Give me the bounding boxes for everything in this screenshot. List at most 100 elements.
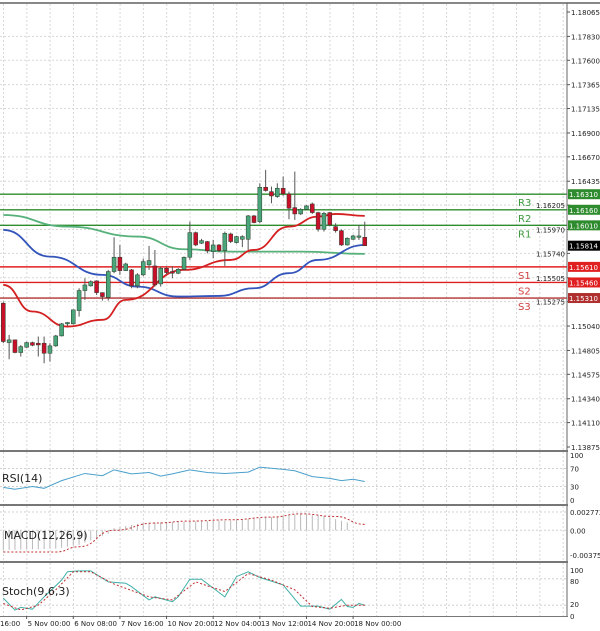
candle-bear (193, 232, 198, 246)
price-tick-label: 1.13875 (571, 444, 600, 452)
candle-bear (12, 339, 18, 353)
candle-bull (18, 346, 24, 353)
price-axis: 1.18065 1.17830 1.17600 1.17365 1.17135 1.169… (0, 9, 600, 628)
candle-bear (269, 191, 274, 197)
level-name-s2: S2 (518, 286, 531, 297)
candle-bear (286, 193, 292, 209)
stoch-tick-label: 20 (570, 601, 579, 609)
panel-separator (0, 504, 568, 506)
price-tick-label: 1.15040 (571, 323, 600, 331)
candle-bull (245, 215, 251, 240)
level-price-tag (568, 277, 600, 288)
candle-bull (123, 263, 128, 271)
candle-bull (88, 281, 93, 287)
rsi-tick-label: 70 (570, 466, 579, 474)
time-tick-label: 16:00 (0, 620, 20, 628)
candle-bear (36, 342, 41, 346)
candle-bull (6, 339, 12, 343)
candles (1, 169, 368, 364)
level-price-label: 1.15610 (569, 264, 598, 272)
candle-bull (65, 322, 70, 325)
candle-bull (59, 323, 64, 337)
candle-bear (292, 207, 298, 215)
candle-bear (280, 188, 286, 195)
candle-bull (350, 235, 356, 240)
price-tick-label: 1.16205 (536, 202, 565, 210)
time-tick-label: 5 Nov 00:00 (28, 620, 71, 628)
time-tick-label: 13 Nov 12:00 (261, 620, 308, 628)
price-tick-label: 1.14575 (571, 371, 600, 379)
stoch-tick-label: 0 (570, 613, 574, 621)
price-tick-label: 1.16435 (571, 178, 600, 186)
macd-tick-label: 0.00 (570, 527, 586, 535)
candle-bull (53, 335, 59, 347)
candle-bull (321, 213, 327, 230)
price-tick-label: 1.17600 (571, 57, 600, 65)
level-price-label: 1.15460 (569, 279, 598, 287)
rsi-line (3, 466, 365, 490)
candle-bull (199, 240, 204, 244)
grid (0, 4, 567, 616)
candle-bear (170, 271, 175, 274)
candle-bull (76, 290, 82, 311)
price-tick-label: 1.15970 (536, 227, 565, 235)
level-price-tag (568, 220, 600, 231)
candle-bull (298, 209, 303, 215)
candle-bull (111, 256, 117, 272)
level-price-tag (568, 261, 600, 272)
candle-bear (164, 267, 169, 273)
stoch-tick-label: 80 (570, 578, 579, 586)
stoch-main-line (2, 570, 365, 611)
panel-frames (0, 2, 600, 617)
candle-bear (228, 233, 233, 242)
price-tick-label: 1.15740 (536, 250, 565, 258)
candle-bull (158, 267, 163, 285)
candle-bear (216, 244, 222, 251)
level-price-label: 1.15310 (569, 295, 598, 303)
stoch-label: Stoch(9,6,3) (2, 585, 70, 598)
rsi-tick-label: 30 (570, 484, 579, 492)
candle-bull (105, 271, 111, 298)
price-tick-label: 1.15505 (536, 275, 565, 283)
rsi-tick-label: 0 (570, 497, 574, 505)
macd-label: MACD(12,26,9) (4, 529, 88, 542)
price-tick-label: 1.17365 (571, 82, 600, 90)
candle-bull (71, 309, 76, 325)
candle-bear (117, 256, 123, 271)
candle-bear (94, 280, 99, 293)
price-tick-label: 1.15275 (536, 299, 565, 307)
candle-bull (275, 188, 280, 197)
candle-bear (362, 237, 368, 246)
macd-signal-line (3, 513, 365, 553)
candle-bull (175, 269, 181, 274)
candle-bull (181, 256, 187, 270)
price-tick-label: 1.14340 (571, 396, 600, 404)
candle-bull (257, 186, 263, 222)
level-name-s1: S1 (518, 271, 531, 282)
price-tick-label: 1.14805 (571, 347, 600, 355)
time-tick-label: 18 Nov 00:00 (354, 620, 401, 628)
candle-bear (310, 203, 315, 213)
candle-bull (240, 236, 245, 240)
macd-tick-label: 0.002772 (570, 509, 600, 517)
moving-average-ma-slow (3, 214, 365, 255)
time-tick-label: 10 Nov 20:00 (168, 620, 215, 628)
candle-bull (356, 235, 362, 238)
candle-bear (205, 241, 210, 252)
time-tick-label: 6 Nov 08:00 (74, 620, 117, 628)
rsi-label: RSI(14) (2, 472, 42, 485)
price-tick-label: 1.17830 (571, 33, 600, 41)
candle-bear (327, 212, 333, 226)
rsi-tick-label: 100 (570, 452, 583, 460)
macd-tick-label: -0.003753 (570, 552, 600, 560)
time-tick-label: 7 Nov 16:00 (121, 620, 164, 628)
price-tick-label: 1.16670 (571, 154, 600, 162)
level-name-r2: R2 (518, 214, 531, 225)
time-tick-label: 14 Nov 20:00 (307, 620, 354, 628)
moving-average-ma-mid (3, 229, 365, 298)
candle-bull (187, 232, 193, 258)
current-price-tag (568, 240, 600, 251)
price-tick-label: 1.16900 (571, 130, 600, 138)
current-price-label: 1.15814 (569, 243, 598, 251)
